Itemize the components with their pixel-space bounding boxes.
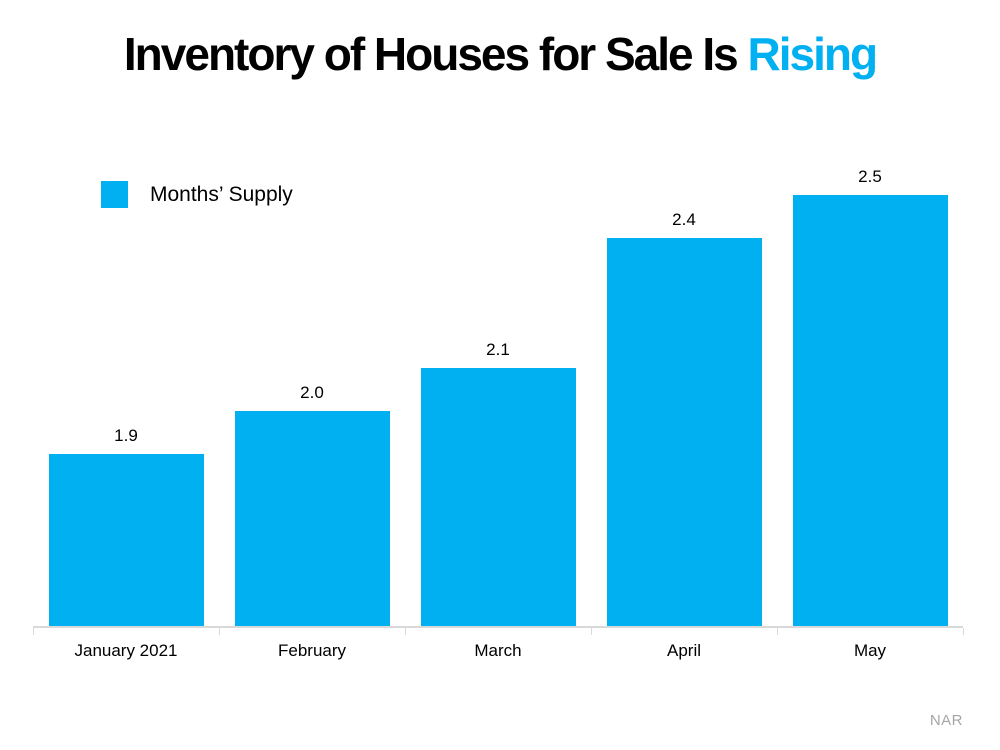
chart-title: Inventory of Houses for Sale Is Rising (0, 28, 1000, 81)
x-axis-tick (591, 628, 592, 635)
x-axis-tick (777, 628, 778, 635)
chart-title-black-part: Inventory of Houses for Sale Is (123, 28, 739, 80)
legend-color-swatch (101, 181, 128, 208)
bar (606, 237, 762, 627)
x-axis-tick (963, 628, 964, 635)
bar (792, 194, 948, 627)
x-axis-category-label: January 2021 (74, 641, 178, 660)
x-axis-tick (33, 628, 34, 635)
x-axis-category-label: April (666, 641, 701, 660)
bar (420, 367, 576, 627)
x-axis-tick (219, 628, 220, 635)
bar-value-label: 1.9 (114, 426, 138, 445)
bar-value-label: 2.1 (486, 339, 510, 359)
bar-value-label: 2.0 (300, 382, 324, 402)
bar (234, 410, 390, 627)
bar-value-label: 2.5 (858, 166, 882, 186)
chart-title-accent-part: Rising (747, 28, 879, 80)
bar (48, 454, 204, 627)
x-axis-category-label: March (474, 641, 522, 660)
legend-label: Months’ Supply (150, 182, 293, 206)
x-axis-category-label: February (277, 641, 347, 660)
legend: Months’ Supply (101, 181, 293, 208)
x-axis-tick (405, 628, 406, 635)
bar-value-label: 2.4 (672, 209, 696, 229)
source-attribution: NAR (929, 712, 963, 729)
x-axis-line (33, 626, 963, 628)
x-axis-category-label: May (853, 641, 887, 660)
